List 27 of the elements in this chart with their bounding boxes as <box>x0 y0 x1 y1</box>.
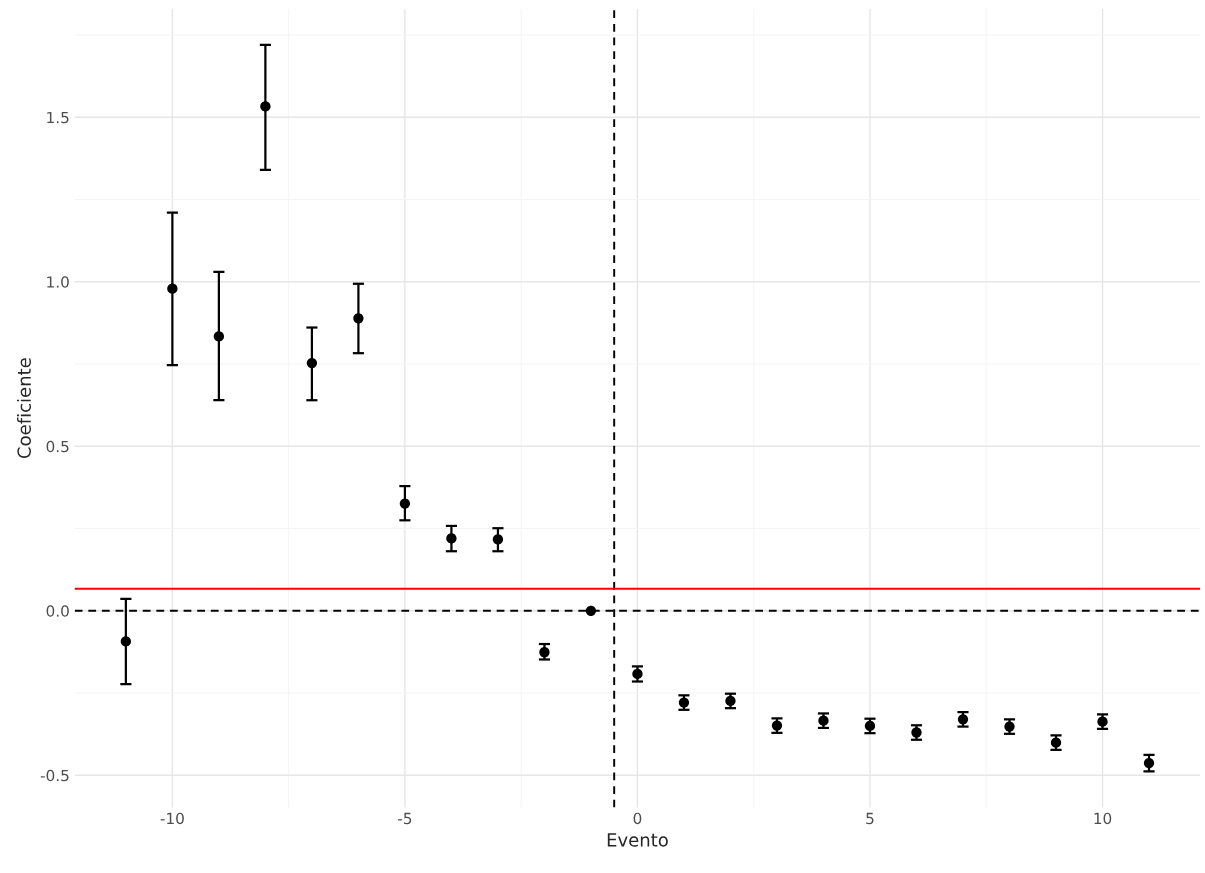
x-tick-label: 0 <box>633 812 642 825</box>
point <box>446 533 457 544</box>
y-tick-label: 0.5 <box>46 440 69 453</box>
x-tick-label: -5 <box>398 812 412 825</box>
point <box>492 534 504 545</box>
y-axis-title: Coeficiente <box>17 358 31 459</box>
point <box>260 101 271 112</box>
point <box>167 283 178 294</box>
point <box>1143 757 1155 769</box>
x-tick-label: 5 <box>866 812 874 825</box>
y-tick-label: -0.5 <box>40 769 69 782</box>
point <box>1050 737 1062 748</box>
y-tick-label: 1.5 <box>47 111 69 124</box>
point <box>585 605 597 616</box>
point <box>1097 716 1108 727</box>
x-tick-label: 10 <box>1094 812 1112 825</box>
point <box>120 636 132 647</box>
y-tick-label: 1.0 <box>47 276 69 288</box>
point <box>213 331 225 342</box>
x-tick-label: -10 <box>160 812 184 825</box>
x-axis-title: Evento <box>607 833 668 847</box>
y-tick-label: 0.0 <box>46 605 69 617</box>
point <box>399 498 411 509</box>
point <box>353 313 364 324</box>
point <box>539 647 550 658</box>
point <box>306 357 318 369</box>
point <box>818 715 829 726</box>
